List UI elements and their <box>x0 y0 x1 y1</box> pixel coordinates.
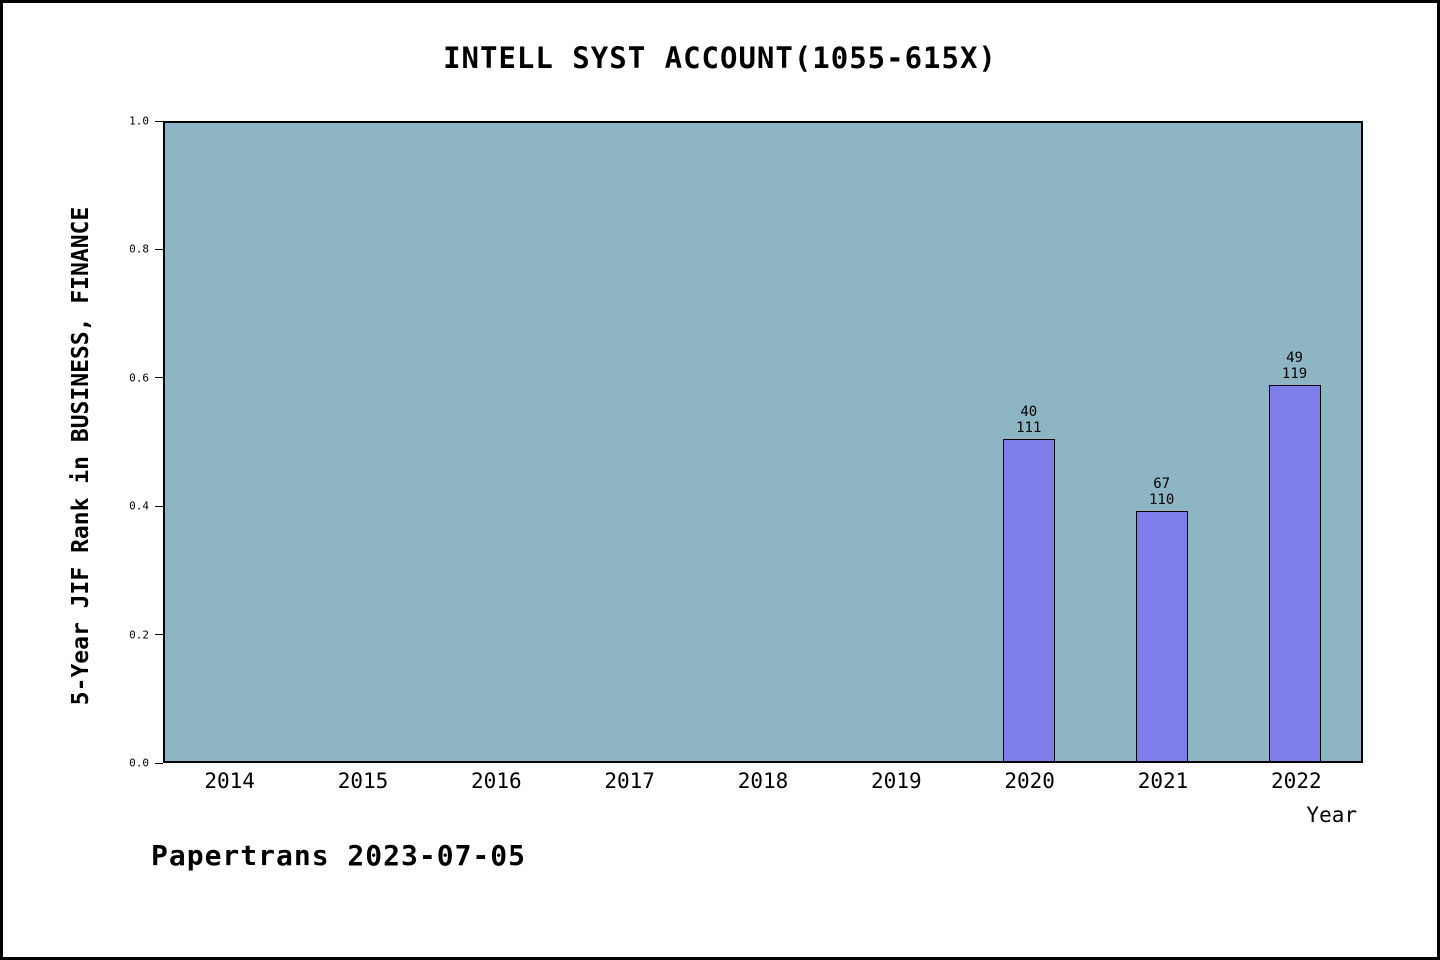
x-tick-label: 2015 <box>337 769 389 793</box>
y-tick-mark <box>155 120 163 122</box>
y-tick-label: 0.8 <box>129 242 149 256</box>
bar-value-label: 67 110 <box>1149 475 1175 508</box>
bar-2022 <box>1268 385 1321 761</box>
x-tick-label: 2016 <box>471 769 522 793</box>
y-tick-label: 0.6 <box>129 371 149 385</box>
x-tick-label: 2014 <box>204 769 255 793</box>
y-tick-mark <box>155 634 163 636</box>
y-tick-mark <box>155 377 163 379</box>
x-axis-ticks: 2014 2015 2016 2017 2018 2019 2020 2021 2022 <box>163 769 1363 799</box>
plot-area: 40 111 67 110 49 119 <box>163 121 1363 763</box>
footer-watermark: Papertrans 2023-07-05 <box>151 839 527 872</box>
bar-value-label: 40 111 <box>1016 403 1042 436</box>
bar-2021 <box>1135 510 1188 761</box>
y-tick-mark <box>155 505 163 507</box>
x-tick-label: 2017 <box>604 769 655 793</box>
x-tick-label: 2020 <box>1004 769 1055 793</box>
x-axis-label: Year <box>1306 803 1357 827</box>
y-tick-label: 0.2 <box>129 628 149 642</box>
y-axis-ticks: 0.0 0.2 0.4 0.6 0.8 1.0 <box>3 115 163 770</box>
chart-title: INTELL SYST ACCOUNT(1055-615X) <box>443 41 997 75</box>
y-tick-label: 1.0 <box>129 114 149 128</box>
x-tick-label: 2022 <box>1271 769 1322 793</box>
y-tick-label: 0.4 <box>129 499 149 513</box>
x-tick-label: 2019 <box>871 769 922 793</box>
y-tick-mark <box>155 248 163 250</box>
bar-value-label: 49 119 <box>1281 350 1308 383</box>
y-tick-mark <box>155 762 163 764</box>
bar-2020 <box>1002 438 1055 761</box>
y-tick-label: 0.0 <box>129 756 149 770</box>
x-tick-label: 2018 <box>737 769 789 793</box>
x-tick-label: 2021 <box>1137 769 1189 793</box>
